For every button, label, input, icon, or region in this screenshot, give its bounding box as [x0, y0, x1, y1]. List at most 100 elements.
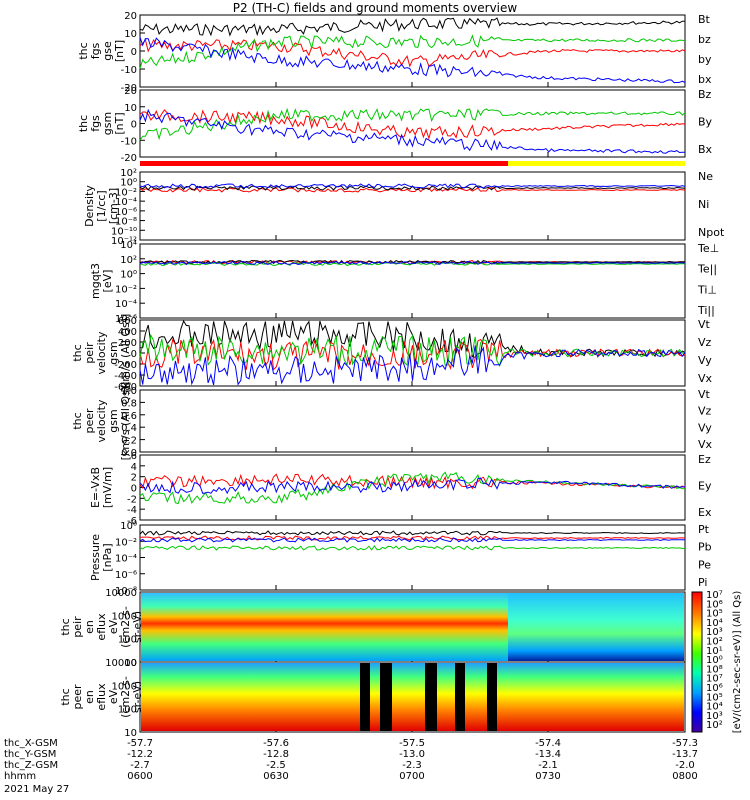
legend-Ez: Ez: [698, 453, 711, 466]
colorbar-tick: 10⁶: [706, 683, 723, 694]
mode-bar-fast: [140, 161, 508, 166]
y-axis-label: [nT]: [113, 112, 126, 134]
y-tick-label: 10⁻⁴: [115, 299, 137, 310]
legend-Pb: Pb: [698, 541, 712, 554]
x-tick-label: 0800: [672, 771, 697, 782]
y-tick-label: 10000: [105, 588, 137, 599]
panel-frame-temperature: [139, 243, 686, 319]
ion-spectrogram-fast: [141, 593, 509, 661]
legend-Vx: Vx: [698, 438, 713, 451]
y-tick-label: 10: [124, 103, 137, 114]
colorbar-tick: 10⁴: [706, 618, 723, 629]
legend-Ex: Ex: [698, 506, 712, 519]
series-bz: [139, 38, 686, 68]
series-By: [139, 107, 686, 141]
x-row-label: thc_Z-GSM: [4, 760, 58, 771]
series-Ey: [139, 471, 686, 505]
colorbar-tick: 10⁵: [706, 692, 723, 703]
legend-Ti⊥: Ti⊥: [697, 283, 717, 296]
y-axis-label: eflux: [95, 613, 108, 641]
y-axis-label: [1/cc]: [95, 190, 108, 221]
colorbar: [691, 591, 703, 733]
y-tick-label: 0: [131, 349, 137, 360]
x-tick-label: -2.7: [130, 760, 150, 771]
density-series: [139, 183, 686, 189]
y-tick-label: 10⁴: [120, 240, 137, 251]
legend-Ni: Ni: [698, 198, 709, 211]
legend-Te⊥: Te⊥: [697, 242, 719, 255]
panel-frame-peer-velocity: [139, 389, 686, 453]
colorbar-tick: 10³: [706, 711, 723, 722]
y-tick-label: 1000: [112, 681, 137, 692]
legend-Vy: Vy: [698, 354, 712, 367]
y-tick-label: 10⁻⁸: [115, 586, 137, 597]
y-axis-label: [mV/m]: [101, 467, 114, 508]
y-tick-label: 400: [118, 327, 137, 338]
legend-Bz: Bz: [698, 88, 712, 101]
colorbar-tick: 10⁷: [706, 590, 723, 601]
legend-by: by: [698, 53, 712, 66]
y-tick-label: 0.0: [121, 448, 137, 459]
y-tick-label: 10⁻²: [115, 187, 137, 198]
series-Ex: [139, 477, 686, 495]
y-tick-label: 10⁻⁶: [115, 570, 137, 581]
y-axis-label: thc: [71, 344, 84, 361]
y-tick-label: 10⁻⁶: [115, 207, 137, 218]
y-tick-label: 0.2: [121, 436, 137, 447]
colorbar-tick: 10⁶: [706, 599, 723, 610]
y-tick-label: -4: [127, 505, 137, 516]
x-row-label: hhmm: [4, 771, 36, 782]
x-tick-label: 0600: [127, 771, 152, 782]
y-tick-label: 10⁻⁶: [115, 314, 137, 325]
legend-Pt: Pt: [698, 523, 710, 536]
series-Bx: [139, 108, 686, 154]
y-tick-label: 1.0: [121, 386, 137, 397]
data-gap: [487, 663, 497, 731]
y-axis-label: eflux: [95, 683, 108, 711]
y-tick-label: -10: [121, 136, 137, 147]
legend-Vt: Vt: [698, 318, 711, 331]
y-tick-label: 10⁰: [120, 178, 137, 189]
x-tick-label: -2.0: [675, 760, 695, 771]
y-tick-label: 10⁻⁴: [115, 197, 137, 208]
y-axis-label: fgs: [89, 42, 102, 59]
y-tick-label: 20: [124, 86, 137, 97]
legend-Ne: Ne: [698, 170, 713, 183]
y-tick-label: 10²: [120, 168, 137, 179]
x-tick-label: -12.8: [263, 749, 289, 760]
legend-bx: bx: [698, 73, 712, 86]
legend-Bx: Bx: [698, 143, 713, 156]
y-tick-label: 100: [118, 705, 137, 716]
y-tick-label: -600: [114, 382, 137, 393]
y-tick-label: 0: [131, 120, 137, 131]
y-axis-label: peer: [71, 684, 84, 710]
x-tick-label: -2.3: [402, 760, 422, 771]
series-Vy: [139, 333, 686, 368]
data-gap: [425, 663, 437, 731]
data-gap: [380, 663, 392, 731]
series-Ez: [139, 473, 686, 490]
y-tick-label: -200: [114, 360, 137, 371]
x-tick-label: -2.5: [266, 760, 286, 771]
y-tick-label: 20: [124, 11, 137, 22]
date-label: 2021 May 27: [4, 784, 69, 795]
colorbar-tick: 10⁴: [706, 702, 723, 713]
y-tick-label: 10⁻²: [115, 284, 137, 295]
legend-Vy: Vy: [698, 421, 712, 434]
ion-spectrogram-slow: [508, 593, 684, 661]
data-gap: [360, 663, 370, 731]
legend-By: By: [698, 116, 713, 129]
y-axis-label: peer: [83, 408, 96, 434]
y-tick-label: -400: [114, 371, 137, 382]
colorbar-tick: 10⁵: [706, 609, 723, 620]
y-tick-label: 10: [124, 728, 137, 739]
legend-Npot: Npot: [698, 226, 725, 239]
pressure-series: [139, 545, 686, 551]
temperature-series: [139, 260, 686, 266]
y-tick-label: 600: [118, 316, 137, 327]
y-tick-label: 0.8: [121, 398, 137, 409]
x-tick-label: 0730: [535, 771, 560, 782]
y-axis-label: mgqt3: [89, 263, 102, 299]
y-tick-label: 4: [131, 462, 137, 473]
